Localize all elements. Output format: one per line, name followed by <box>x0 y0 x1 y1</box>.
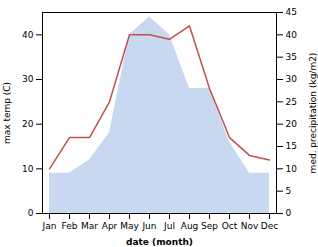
svg-text:Apr: Apr <box>102 221 118 231</box>
svg-text:May: May <box>120 221 139 231</box>
svg-text:Aug: Aug <box>181 221 199 231</box>
svg-text:10: 10 <box>286 164 298 174</box>
svg-text:Nov: Nov <box>241 221 259 231</box>
svg-text:45: 45 <box>286 7 297 17</box>
svg-text:40: 40 <box>22 30 34 40</box>
svg-text:0: 0 <box>28 208 34 218</box>
svg-text:10: 10 <box>22 164 34 174</box>
svg-text:5: 5 <box>286 186 292 196</box>
svg-text:0: 0 <box>286 208 292 218</box>
svg-text:Sep: Sep <box>201 221 218 231</box>
svg-text:20: 20 <box>286 119 298 129</box>
svg-text:date (month): date (month) <box>126 237 193 247</box>
svg-text:Jul: Jul <box>163 221 175 231</box>
svg-text:30: 30 <box>286 74 298 84</box>
svg-text:Mar: Mar <box>81 221 98 231</box>
svg-text:Feb: Feb <box>62 221 78 231</box>
svg-text:Jun: Jun <box>141 221 156 231</box>
svg-text:med. precipitation (kg/m2): med. precipitation (kg/m2) <box>308 53 318 174</box>
svg-text:35: 35 <box>286 52 297 62</box>
svg-text:max temp (C): max temp (C) <box>2 82 12 144</box>
svg-text:25: 25 <box>286 97 297 107</box>
svg-text:Dec: Dec <box>261 221 278 231</box>
svg-text:30: 30 <box>22 74 34 84</box>
svg-text:20: 20 <box>22 119 34 129</box>
svg-text:Jan: Jan <box>42 221 57 231</box>
svg-text:40: 40 <box>286 30 298 40</box>
svg-text:Oct: Oct <box>222 221 238 231</box>
svg-text:15: 15 <box>286 141 297 151</box>
